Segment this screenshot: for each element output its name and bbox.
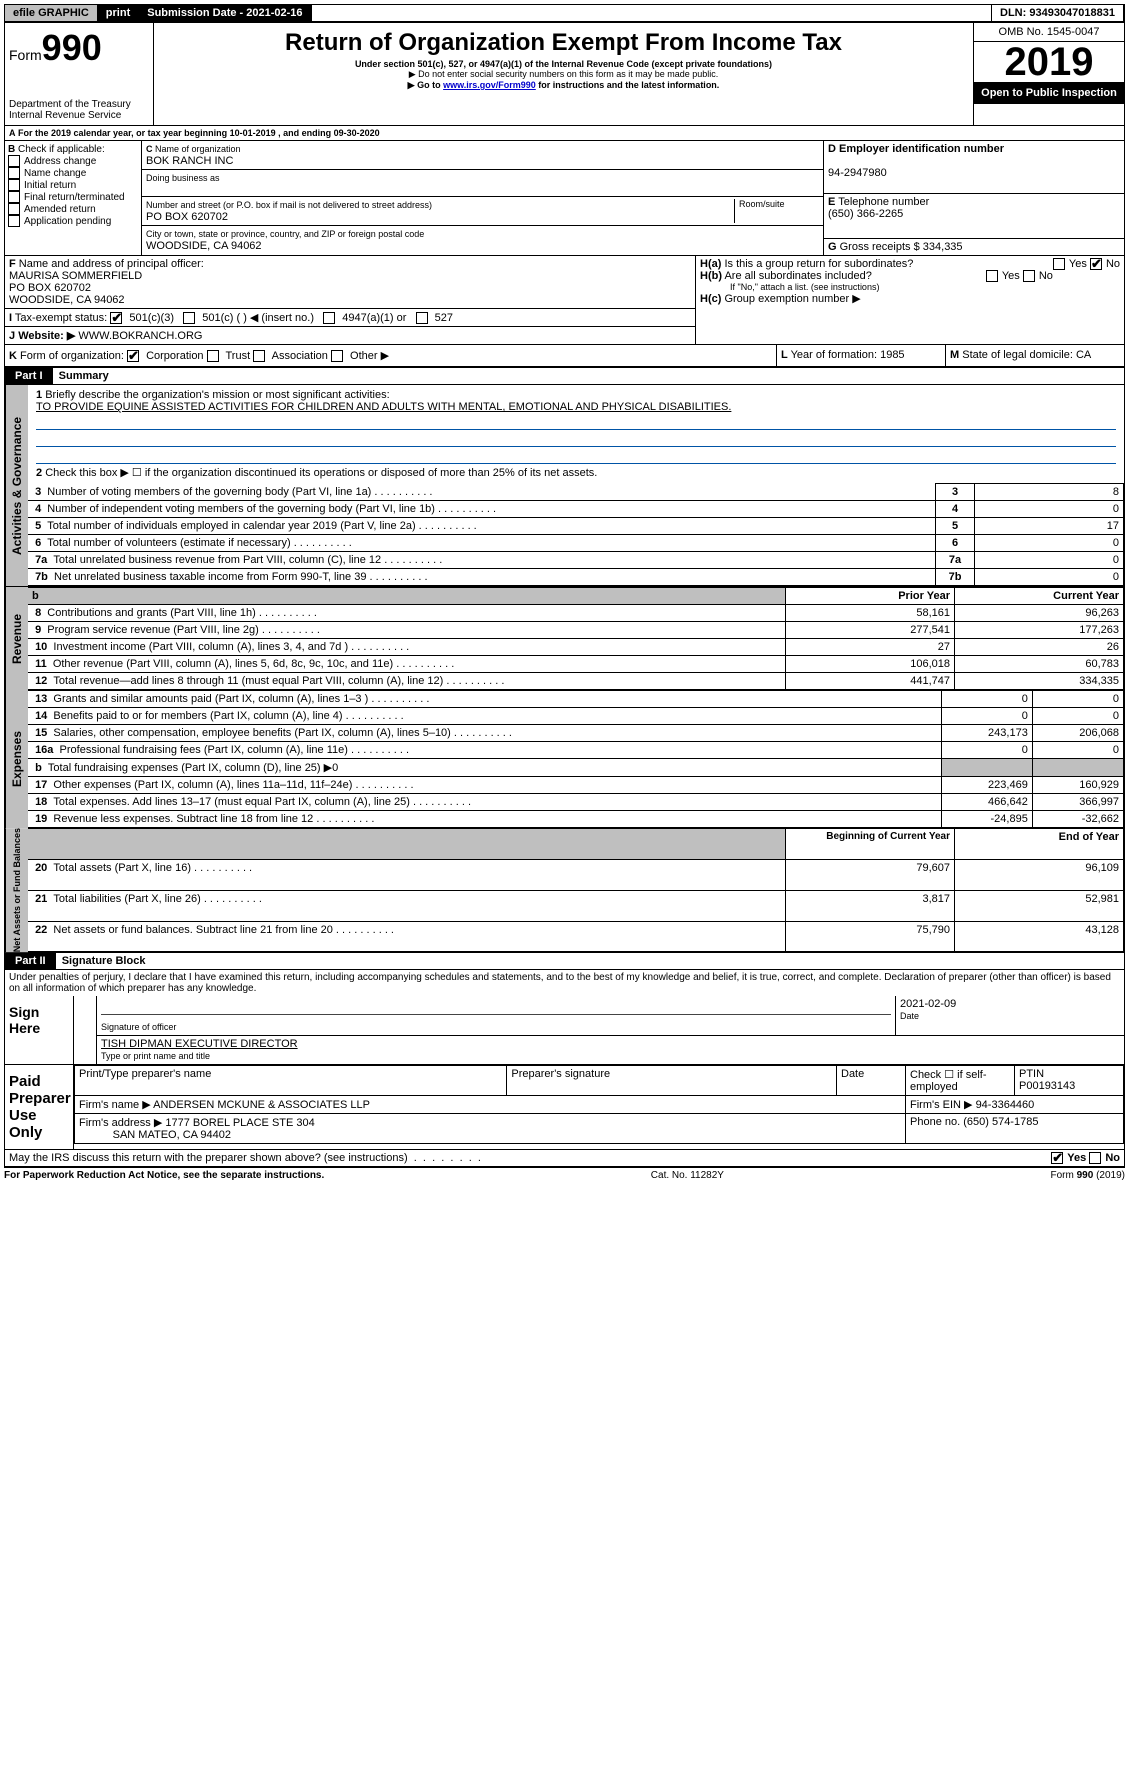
side-governance: Activities & Governance — [5, 385, 28, 586]
topbar: efile GRAPHIC print Submission Date - 20… — [4, 4, 1125, 22]
declaration: Under penalties of perjury, I declare th… — [5, 970, 1124, 996]
sig-date: 2021-02-09 — [900, 998, 956, 1010]
ptin: P00193143 — [1019, 1080, 1075, 1092]
side-revenue: Revenue — [5, 587, 28, 690]
footer-form: Form 990 (2019) — [1051, 1170, 1125, 1181]
org-city: WOODSIDE, CA 94062 — [146, 240, 262, 252]
subtitle-1: Under section 501(c), 527, or 4947(a)(1)… — [158, 59, 969, 69]
dln: DLN: 93493047018831 — [991, 5, 1124, 21]
section-b: B Check if applicable: Address changeNam… — [5, 141, 142, 255]
footer-pra: For Paperwork Reduction Act Notice, see … — [4, 1170, 324, 1181]
sign-here: Sign Here — [5, 996, 74, 1064]
side-netassets: Net Assets or Fund Balances — [5, 828, 28, 952]
part-ii-header: Part II — [5, 953, 56, 969]
preparer-phone: (650) 574-1785 — [963, 1116, 1038, 1128]
subtitle-2: ▶ Do not enter social security numbers o… — [158, 69, 969, 80]
year-formation: 1985 — [880, 349, 904, 361]
print-button[interactable]: print — [98, 5, 139, 21]
dept-label: Department of the Treasury Internal Reve… — [9, 99, 149, 121]
side-expenses: Expenses — [5, 690, 28, 828]
firm-name: ANDERSEN MCKUNE & ASSOCIATES LLP — [153, 1099, 370, 1111]
website: WWW.BOKRANCH.ORG — [78, 330, 202, 342]
gross-receipts: 334,335 — [923, 241, 963, 253]
officer-name: MAURISA SOMMERFIELD — [9, 270, 142, 282]
tax-year: 2019 — [974, 42, 1124, 82]
line-a: For the 2019 calendar year, or tax year … — [18, 128, 380, 138]
part-i-header: Part I — [5, 368, 53, 384]
irs-link[interactable]: www.irs.gov/Form990 — [443, 80, 536, 90]
form-number: 990 — [42, 27, 102, 68]
org-name: BOK RANCH INC — [146, 155, 233, 167]
form-990: Form990 Department of the Treasury Inter… — [4, 22, 1125, 1168]
officer-typed: TISH DIPMAN EXECUTIVE DIRECTOR — [101, 1038, 298, 1050]
efile-badge: efile GRAPHIC — [5, 5, 98, 21]
paid-preparer: Paid Preparer Use Only — [5, 1065, 74, 1149]
open-to-public: Open to Public Inspection — [974, 82, 1124, 104]
form-title: Return of Organization Exempt From Incom… — [158, 29, 969, 57]
firm-ein: 94-3364460 — [976, 1099, 1035, 1111]
footer-cat: Cat. No. 11282Y — [651, 1170, 724, 1181]
form-label: Form — [9, 47, 42, 63]
ein: 94-2947980 — [828, 167, 887, 179]
mission: TO PROVIDE EQUINE ASSISTED ACTIVITIES FO… — [36, 401, 731, 413]
telephone: (650) 366-2265 — [828, 208, 903, 220]
org-address: PO BOX 620702 — [146, 211, 228, 223]
submission-date: Submission Date - 2021-02-16 — [139, 5, 311, 21]
state-domicile: CA — [1076, 349, 1091, 361]
